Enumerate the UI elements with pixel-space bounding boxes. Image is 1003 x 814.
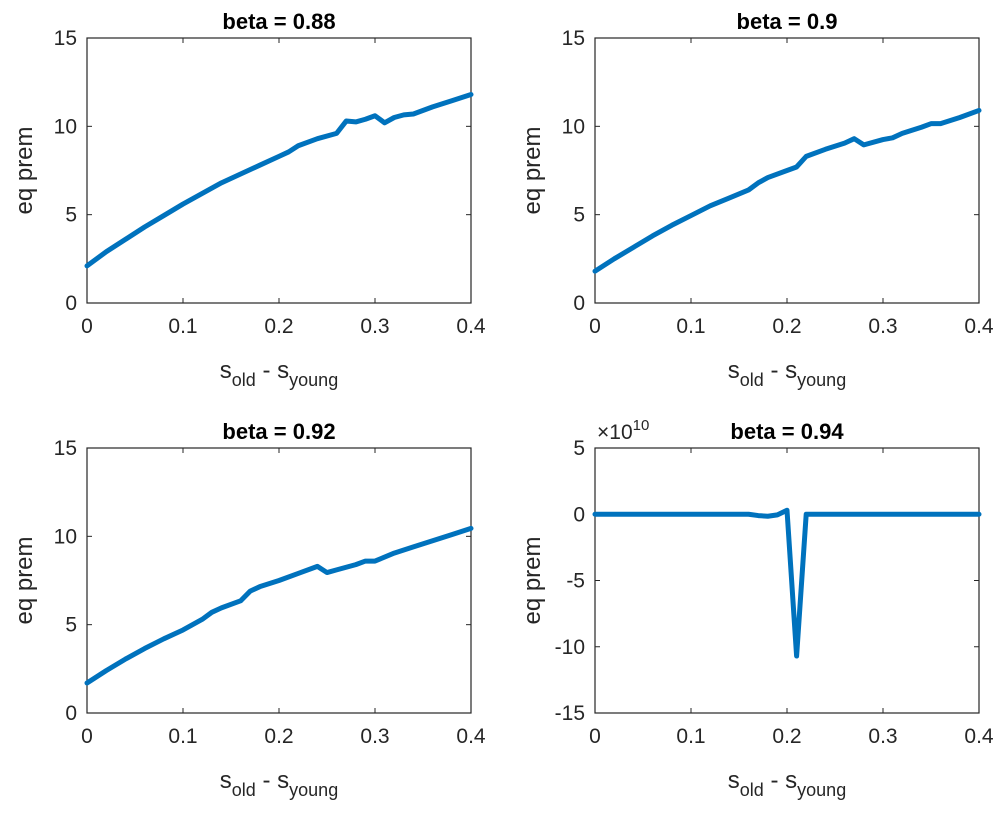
y-tick-label: -15 (555, 702, 585, 725)
y-tick-label: 10 (54, 525, 77, 548)
axes-frame (594, 447, 980, 714)
x-tick-label: 0.3 (868, 725, 897, 748)
series-line-1 (84, 525, 474, 686)
chart-title: beta = 0.94 (730, 419, 844, 444)
y-tick-label: 15 (54, 27, 77, 50)
series-line-1 (84, 92, 474, 269)
y-tick-label: -10 (555, 636, 585, 659)
y-tick-label: 5 (573, 204, 585, 227)
x-tick-label: 0.2 (772, 315, 801, 338)
x-tick-label: 0.4 (456, 725, 486, 748)
x-tick-label: 0.1 (168, 725, 197, 748)
x-tick-label: 0 (589, 315, 601, 338)
x-tick-label: 0.3 (360, 725, 389, 748)
y-tick-label: 5 (65, 614, 77, 637)
x-tick-label: 0.2 (264, 315, 293, 338)
x-tick-label: 0.4 (456, 315, 486, 338)
x-tick-label: 0.1 (168, 315, 197, 338)
series-line-1 (592, 107, 982, 274)
x-tick-label: 0.3 (360, 315, 389, 338)
y-tick-label: 5 (573, 437, 585, 460)
chart-panel-4: 0 0.1 0.2 0.3 0.4 -15 -10 -5 0 5 beta = 0.94 ×1010 e… (519, 417, 994, 800)
chart-panel-3: 0 0.1 0.2 0.3 0.4 0 5 10 15 beta = 0.92 eq prem sol… (11, 419, 486, 800)
x-tick-label: 0 (81, 315, 93, 338)
y-tick-label: 0 (573, 292, 585, 315)
chart-title: beta = 0.92 (222, 419, 335, 444)
y-tick-label: -5 (566, 570, 585, 593)
x-tick-label: 0.4 (964, 315, 994, 338)
x-tick-label: 0.3 (868, 315, 897, 338)
y-tick-label: 15 (54, 437, 77, 460)
x-tick-label: 0.2 (264, 725, 293, 748)
x-tick-label: 0 (81, 725, 93, 748)
chart-panel-1: 0 0.1 0.2 0.3 0.4 0 5 10 15 beta = 0.88 eq prem sol… (11, 9, 486, 390)
y-tick-label: 0 (573, 503, 585, 526)
x-tick-label: 0.2 (772, 725, 801, 748)
x-tick-label: 0 (589, 725, 601, 748)
series-line-1 (592, 507, 982, 659)
y-tick-label: 10 (562, 115, 585, 138)
y-tick-label: 15 (562, 27, 585, 50)
y-axis-label: eq prem (519, 126, 546, 214)
x-axis-label: sold - syoung (728, 357, 846, 390)
y-tick-label: 0 (65, 702, 77, 725)
y-axis-label: eq prem (11, 126, 38, 214)
y-tick-label: 10 (54, 115, 77, 138)
x-axis-label: sold - syoung (220, 357, 338, 390)
y-exponent-label: ×1010 (597, 417, 649, 444)
y-tick-label: 0 (65, 292, 77, 315)
x-tick-label: 0.4 (964, 725, 994, 748)
y-tick-label: 5 (65, 204, 77, 227)
x-tick-label: 0.1 (676, 315, 705, 338)
x-axis-label: sold - syoung (728, 767, 846, 800)
chart-title: beta = 0.9 (737, 9, 838, 34)
y-axis-label: eq prem (519, 536, 546, 624)
x-axis-label: sold - syoung (220, 767, 338, 800)
y-axis-label: eq prem (11, 536, 38, 624)
chart-title: beta = 0.88 (222, 9, 335, 34)
axes-frame (86, 37, 472, 304)
chart-panel-2: 0 0.1 0.2 0.3 0.4 0 5 10 15 beta = 0.9 eq prem sold… (519, 9, 994, 390)
x-tick-label: 0.1 (676, 725, 705, 748)
